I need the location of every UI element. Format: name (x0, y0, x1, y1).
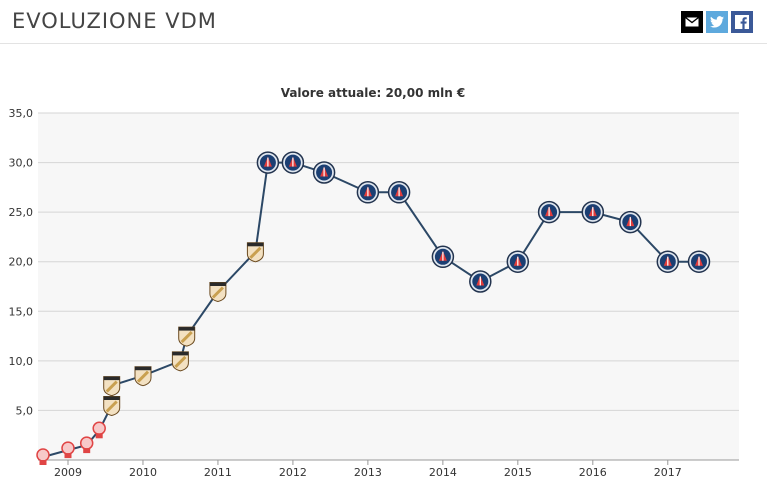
x-tick-label: 2009 (54, 466, 82, 479)
data-point[interactable] (171, 351, 189, 372)
data-point[interactable] (36, 448, 50, 465)
x-tick-label: 2010 (129, 466, 157, 479)
x-tick-label: 2012 (279, 466, 307, 479)
data-point[interactable] (61, 441, 75, 459)
y-tick-label: 10,0 (9, 355, 34, 368)
page-title: EVOLUZIONE VDM (12, 9, 217, 33)
data-point[interactable] (209, 282, 227, 303)
y-tick-label: 25,0 (9, 206, 34, 219)
data-point[interactable] (656, 250, 680, 273)
grid-lines (38, 112, 739, 411)
y-tick-label: 5,0 (16, 404, 34, 417)
y-tick-label: 20,0 (9, 256, 34, 269)
chart-svg: Valore attuale: 20,00 mln € 5,0 10,0 15,0 2… (9, 86, 739, 479)
data-point[interactable] (312, 161, 336, 184)
data-point[interactable] (431, 245, 455, 269)
market-value-chart: Valore attuale: 20,00 mln € 5,0 10,0 15,0 2… (0, 70, 767, 492)
data-point[interactable] (256, 151, 280, 174)
y-tick-label: 35,0 (9, 107, 34, 120)
twitter-share-button[interactable] (706, 11, 728, 33)
email-share-button[interactable] (681, 11, 703, 33)
data-point[interactable] (92, 421, 106, 439)
data-point[interactable] (178, 326, 196, 347)
data-point[interactable] (103, 376, 121, 397)
data-point[interactable] (103, 396, 121, 417)
plot-area (38, 113, 739, 460)
twitter-icon (710, 16, 724, 28)
y-axis: 5,0 10,0 15,0 20,0 25,0 30,0 35,0 (9, 107, 34, 417)
data-point[interactable] (581, 200, 605, 224)
envelope-icon (685, 17, 699, 27)
x-tick-label: 2017 (654, 466, 682, 479)
y-tick-label: 15,0 (9, 305, 34, 318)
data-point[interactable] (506, 250, 530, 273)
data-point[interactable] (281, 151, 305, 174)
x-tick-label: 2011 (204, 466, 232, 479)
data-point[interactable] (79, 436, 94, 454)
data-point[interactable] (246, 242, 264, 263)
header: EVOLUZIONE VDM (0, 0, 767, 44)
y-tick-label: 30,0 (9, 157, 34, 170)
share-bar (678, 11, 753, 33)
data-point[interactable] (469, 270, 492, 293)
data-point[interactable] (356, 181, 380, 204)
data-point[interactable] (619, 210, 642, 234)
data-point[interactable] (687, 250, 711, 273)
x-tick-label: 2016 (579, 466, 607, 479)
facebook-share-button[interactable] (731, 11, 753, 33)
chart-title: Valore attuale: 20,00 mln € (281, 86, 466, 100)
x-tick-label: 2013 (354, 466, 382, 479)
data-points (36, 151, 711, 465)
data-point[interactable] (387, 181, 411, 204)
x-axis: 2009 2010 2011 2012 2013 2014 2015 2016 2017 (38, 459, 739, 479)
x-tick-label: 2014 (429, 466, 457, 479)
data-point[interactable] (537, 200, 561, 224)
x-tick-label: 2015 (504, 466, 532, 479)
facebook-icon (735, 15, 749, 29)
data-point[interactable] (134, 366, 152, 387)
